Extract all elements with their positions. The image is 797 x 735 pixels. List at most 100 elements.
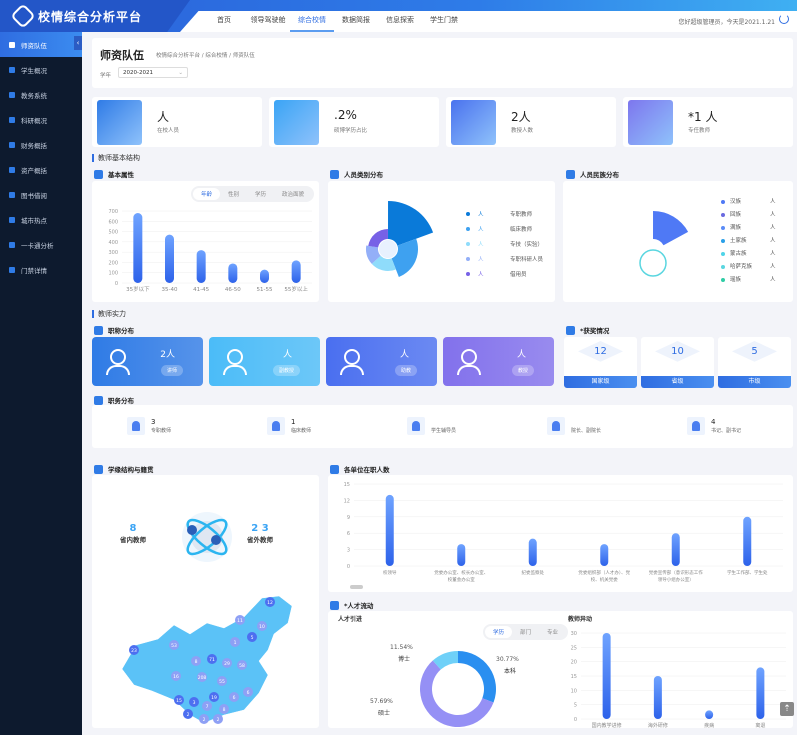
bar[interactable]	[385, 494, 394, 566]
map-pin[interactable]	[169, 640, 179, 650]
rose-slice[interactable]	[368, 229, 388, 248]
sidebar-item[interactable]: 资产概括	[0, 157, 82, 182]
rose-slice[interactable]	[371, 255, 396, 271]
tab[interactable]: 部门	[520, 630, 532, 636]
map-pin-label: 6	[247, 690, 250, 696]
bar[interactable]	[133, 213, 143, 283]
bar[interactable]	[260, 269, 269, 283]
map-pin[interactable]	[265, 597, 275, 607]
legend-label: 专职教师	[510, 211, 533, 218]
ethnic-chart	[639, 211, 689, 277]
map-pin[interactable]	[191, 656, 201, 666]
bar[interactable]	[653, 676, 662, 719]
nav-tab[interactable]: 综合校情	[290, 11, 334, 32]
title-card[interactable]: 人助教	[326, 337, 437, 386]
sidebar-item[interactable]: 门禁详情	[0, 257, 82, 282]
bar[interactable]	[743, 516, 752, 566]
sidebar-item[interactable]: 图书借阅	[0, 182, 82, 207]
bar[interactable]	[291, 260, 301, 283]
bar[interactable]	[165, 234, 174, 283]
map-pin[interactable]	[129, 645, 139, 655]
nav-tab[interactable]: 领导驾驶舱	[250, 16, 286, 24]
map-pin[interactable]	[189, 697, 199, 707]
tab[interactable]: 学历	[485, 626, 513, 638]
chart-scroll-handle[interactable]	[350, 585, 363, 589]
map-pin[interactable]	[257, 621, 267, 631]
map-pin[interactable]	[209, 692, 219, 702]
bar[interactable]	[600, 544, 609, 566]
category-rose-chart	[366, 201, 434, 277]
map-pin[interactable]	[183, 709, 193, 719]
y-tick-label: 600	[108, 219, 118, 225]
titles-title-text: 职称分布	[108, 327, 134, 335]
map-pin[interactable]	[217, 676, 227, 686]
power-icon[interactable]	[779, 14, 789, 24]
bar[interactable]	[457, 544, 466, 566]
year-select[interactable]: 2020-2021 ⌄	[118, 67, 188, 78]
map-pin[interactable]	[199, 714, 209, 724]
bar[interactable]	[528, 538, 537, 566]
sidebar-item[interactable]: 财务概括	[0, 132, 82, 157]
map-pin[interactable]	[219, 704, 229, 714]
donut-slice[interactable]	[432, 651, 458, 670]
rose-slice[interactable]	[388, 201, 434, 246]
y-tick-label: 0	[574, 717, 577, 723]
map-pin[interactable]	[213, 714, 223, 724]
sidebar-item[interactable]: 学生概况	[0, 57, 82, 82]
map-pin[interactable]	[237, 660, 247, 670]
map-pin-label: 19	[211, 695, 217, 701]
sidebar-item[interactable]: 一卡通分析	[0, 232, 82, 257]
donut-slice[interactable]	[458, 651, 496, 703]
award-card[interactable]: 10 省级	[641, 337, 714, 388]
ethnic-slice[interactable]	[653, 211, 689, 246]
sidebar-item[interactable]: 师资队伍	[0, 32, 82, 57]
title-card[interactable]: 2人 讲师	[92, 337, 203, 386]
legend-value: 人	[478, 271, 484, 278]
map-pin[interactable]	[247, 632, 257, 642]
map-pin[interactable]	[243, 687, 253, 697]
bar[interactable]	[756, 667, 765, 719]
ethnic-title-text: 人员民族分布	[580, 171, 619, 179]
award-card[interactable]: 5 市级	[718, 337, 791, 388]
nav-tab[interactable]: 信息探索	[386, 16, 414, 24]
bar[interactable]	[602, 633, 611, 719]
map-pin[interactable]	[230, 637, 240, 647]
map-pin[interactable]	[174, 695, 184, 705]
legend-label: 临床教师	[510, 226, 533, 233]
sidebar-item[interactable]: 教务系统	[0, 82, 82, 107]
tab[interactable]: 性别	[227, 192, 239, 198]
bar[interactable]	[671, 533, 680, 566]
map-pin[interactable]	[171, 671, 181, 681]
bar[interactable]	[705, 710, 714, 719]
map-pin[interactable]	[197, 672, 207, 682]
rose-slice[interactable]	[366, 245, 381, 264]
map-pin[interactable]	[222, 658, 232, 668]
bar[interactable]	[196, 250, 206, 283]
nav-tab[interactable]: 学生门禁	[430, 16, 458, 24]
map-pin[interactable]	[202, 701, 212, 711]
award-card[interactable]: 12 国家级	[564, 337, 637, 388]
sidebar-item[interactable]: 城市热点	[0, 207, 82, 232]
nav-tab[interactable]: 数据简报	[342, 16, 370, 24]
title-card[interactable]: 人教授	[443, 337, 554, 386]
tab[interactable]: 政治面貌	[281, 192, 304, 198]
map-pin[interactable]	[229, 692, 239, 702]
tab[interactable]: 专业	[547, 630, 559, 636]
title-card[interactable]: 人副教授	[209, 337, 320, 386]
back-to-top-button[interactable]: ⇡	[780, 702, 794, 716]
tab[interactable]: 学历	[254, 192, 266, 198]
y-tick-label: 5	[574, 703, 577, 709]
job-value: 1	[291, 418, 296, 426]
title-label: 副教授	[272, 365, 300, 376]
nav-tab[interactable]: 首页	[217, 16, 231, 24]
donut-slice[interactable]	[420, 660, 494, 727]
collapse-sidebar-button[interactable]: ‹	[74, 36, 82, 50]
map-pin[interactable]	[207, 654, 217, 664]
sidebar-item[interactable]: 科研概况	[0, 107, 82, 132]
map-pin-label: 16	[173, 674, 179, 680]
rose-slice[interactable]	[391, 238, 418, 277]
map-pin[interactable]	[235, 615, 245, 625]
tab[interactable]: 年龄	[192, 188, 220, 200]
bar[interactable]	[228, 263, 238, 283]
